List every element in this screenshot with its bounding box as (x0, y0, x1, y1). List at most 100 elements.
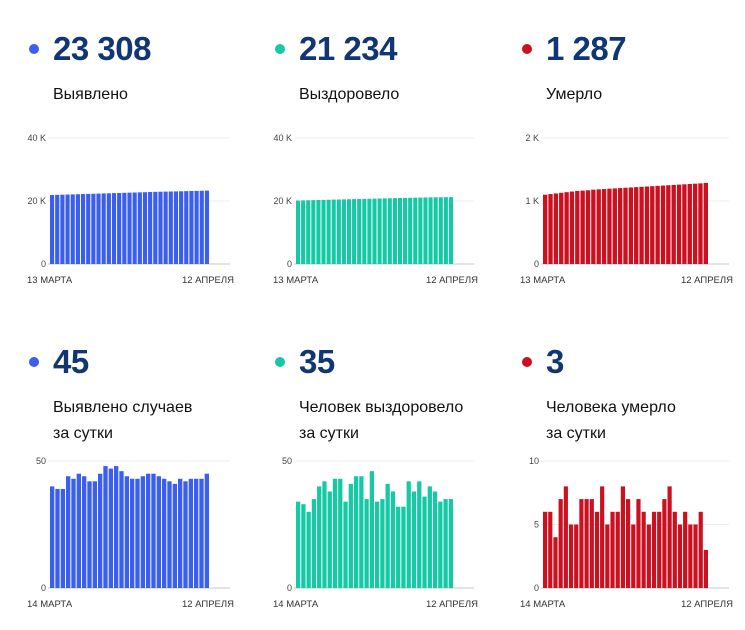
bar (124, 476, 129, 588)
bar (70, 194, 75, 264)
bar (75, 194, 80, 264)
x-end-label: 12 АПРЕЛЯ (182, 275, 234, 286)
bar (341, 199, 346, 264)
bar (194, 190, 199, 264)
bar (423, 197, 428, 264)
bar (607, 188, 612, 264)
x-start-label: 13 МАРТА (273, 275, 319, 286)
series-dot-icon (275, 44, 285, 54)
bar (301, 200, 306, 264)
y-tick-label: 1 K (525, 196, 539, 206)
bar (698, 183, 703, 264)
y-tick-label: 2 K (525, 133, 539, 143)
bar (676, 184, 682, 264)
bar (687, 183, 692, 264)
bar (427, 486, 432, 588)
series-dot-icon (522, 357, 532, 367)
bar (387, 198, 392, 264)
bar (543, 194, 548, 264)
bar (390, 491, 396, 588)
bar (596, 189, 601, 264)
bar (610, 511, 615, 588)
bar (179, 191, 184, 264)
bar (204, 473, 209, 588)
bar (117, 192, 122, 264)
bar (639, 186, 644, 264)
bar (401, 506, 406, 588)
bar (163, 191, 168, 264)
bar (408, 197, 413, 264)
y-tick-label: 20 K (273, 196, 292, 206)
bar (594, 511, 600, 588)
bar (396, 506, 401, 588)
bar (98, 473, 103, 588)
stat-label: Человек выздоровело за сутки (299, 395, 463, 447)
bar (650, 186, 655, 264)
bar (443, 499, 448, 588)
bar (432, 491, 438, 588)
y-tick-label: 5 (534, 520, 539, 530)
bar (316, 199, 321, 264)
y-tick-label: 0 (41, 583, 46, 593)
bar-chart: 0 5 10 14 МАРТА 12 АПРЕЛЯ (520, 456, 733, 610)
bar (620, 486, 625, 588)
stat-label: Выявлено (53, 82, 128, 108)
bar (636, 499, 641, 588)
bar (132, 192, 137, 264)
bar (543, 511, 548, 588)
bar (66, 476, 71, 588)
x-start-label: 13 МАРТА (520, 275, 566, 286)
bar-chart: 0 1 K 2 K 13 МАРТА 12 АПРЕЛЯ (520, 133, 733, 286)
bar (336, 199, 341, 264)
bar (372, 198, 377, 264)
bar (301, 504, 306, 588)
bar (338, 478, 343, 588)
bar (127, 192, 132, 264)
bar (559, 192, 564, 264)
bar (364, 499, 369, 588)
bar-chart: 0 50 14 МАРТА 12 АПРЕЛЯ (273, 456, 478, 610)
bar (568, 524, 574, 588)
bar (101, 193, 106, 264)
bar (641, 511, 646, 588)
bar (331, 199, 336, 264)
y-tick-label: 50 (36, 456, 46, 466)
bar (96, 193, 101, 264)
bar (168, 191, 173, 264)
bar (194, 478, 199, 588)
stat-value: 21 234 (299, 30, 397, 67)
bar (563, 486, 568, 588)
bar (448, 499, 453, 588)
bar (189, 191, 194, 264)
bar (651, 511, 657, 588)
bar (575, 190, 580, 264)
x-end-label: 12 АПРЕЛЯ (426, 599, 478, 610)
bar (146, 473, 151, 588)
stat-value: 1 287 (546, 30, 627, 67)
x-start-label: 14 МАРТА (520, 599, 566, 610)
bar-chart: 0 20 K 40 K 13 МАРТА 12 АПРЕЛЯ (273, 133, 478, 286)
bar (698, 511, 703, 588)
bar (655, 185, 660, 264)
bar (119, 471, 124, 588)
bar (65, 194, 70, 264)
bar (142, 192, 148, 264)
y-tick-label: 0 (287, 583, 292, 593)
bar (346, 199, 352, 264)
bar (548, 511, 553, 588)
bar (443, 197, 448, 264)
x-end-label: 12 АПРЕЛЯ (182, 599, 234, 610)
stat-label-line: Выздоровело (299, 86, 400, 103)
bar (327, 491, 332, 588)
bar (418, 197, 423, 264)
bar (411, 491, 417, 588)
bar (406, 481, 411, 588)
bar (311, 200, 316, 264)
bar (156, 476, 161, 588)
y-tick-label: 0 (287, 259, 292, 269)
bar (317, 486, 322, 588)
x-end-label: 12 АПРЕЛЯ (426, 275, 478, 286)
bar (167, 481, 172, 588)
bar (158, 191, 163, 264)
bar (375, 501, 380, 588)
